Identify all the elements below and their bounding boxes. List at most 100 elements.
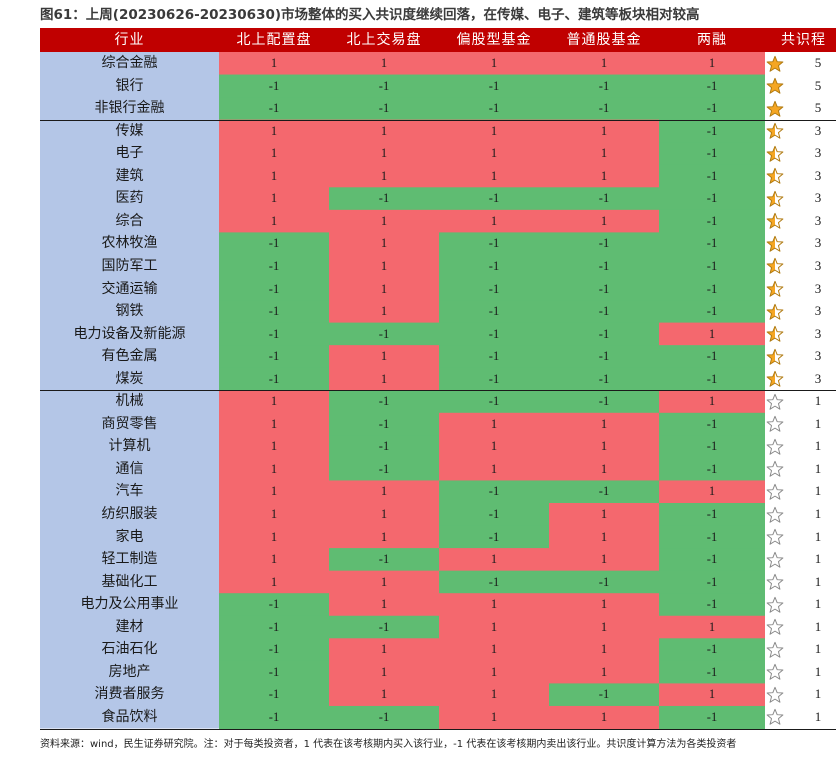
signal-value: 1 — [270, 552, 278, 567]
signal-value: -1 — [378, 191, 390, 206]
consensus-score: 1 — [814, 641, 822, 657]
industry-label: 纺织服装 — [101, 506, 158, 522]
star-half-icon — [766, 303, 784, 320]
buy-cell — [549, 119, 659, 143]
sell-cell — [439, 300, 549, 324]
buy-cell — [659, 52, 765, 76]
signal-value: -1 — [268, 236, 280, 251]
buy-cell — [439, 705, 549, 730]
group-separator — [40, 120, 836, 121]
signal-value: -1 — [598, 394, 610, 409]
signal-value: 1 — [490, 664, 498, 679]
consensus-score: 3 — [814, 212, 822, 228]
buy-cell — [329, 503, 439, 527]
sell-cell — [439, 503, 549, 527]
buy-cell — [439, 548, 549, 572]
signal-value: -1 — [378, 101, 390, 116]
industry-label: 轻工制造 — [101, 551, 158, 568]
signal-value: 1 — [708, 687, 716, 702]
industry-label: 交通运输 — [101, 280, 158, 297]
buy-cell — [439, 52, 549, 76]
consensus-score: 1 — [814, 663, 822, 679]
buy-cell — [549, 164, 659, 188]
column-header: 行业 — [114, 32, 145, 48]
buy-cell — [549, 593, 659, 617]
signal-value: -1 — [488, 101, 500, 116]
signal-value: -1 — [706, 709, 718, 724]
consensus-score: 1 — [814, 573, 822, 589]
signal-value: 1 — [600, 461, 608, 476]
signal-value: -1 — [706, 101, 718, 116]
star-empty-icon — [766, 506, 784, 523]
sell-cell — [329, 457, 439, 482]
signal-value: 1 — [270, 507, 278, 521]
star-empty-icon — [766, 619, 784, 635]
buy-cell — [329, 525, 439, 549]
buy-cell — [439, 119, 549, 143]
star-empty-icon — [766, 574, 784, 590]
buy-cell — [549, 209, 659, 233]
signal-value: 1 — [380, 664, 388, 679]
signal-value: 1 — [380, 146, 388, 161]
buy-cell — [549, 548, 659, 572]
signal-value: 1 — [380, 281, 388, 296]
consensus-score: 3 — [814, 280, 822, 296]
buy-cell — [549, 52, 659, 76]
buy-cell — [219, 435, 329, 459]
signal-value: -1 — [268, 101, 280, 116]
sell-cell — [329, 322, 439, 346]
star-half-icon — [766, 371, 784, 387]
sell-cell — [659, 457, 765, 482]
star-half-icon — [766, 325, 784, 342]
signal-value: -1 — [706, 529, 718, 544]
star-empty-icon — [766, 664, 784, 681]
signal-value: 1 — [270, 394, 278, 409]
industry-label: 石油石化 — [101, 641, 158, 658]
sell-cell — [219, 74, 329, 98]
signal-value: -1 — [598, 574, 610, 589]
signal-value: -1 — [598, 484, 610, 499]
star-half-icon — [766, 258, 784, 275]
signal-value: -1 — [268, 687, 280, 702]
star-half-icon — [766, 280, 784, 297]
signal-value: -1 — [268, 349, 280, 364]
buy-cell — [439, 435, 549, 459]
signal-value: -1 — [378, 78, 390, 93]
buy-cell — [329, 660, 439, 684]
sell-cell — [439, 345, 549, 369]
buy-cell — [329, 142, 439, 166]
group-separator — [40, 729, 836, 730]
sell-cell — [219, 705, 329, 730]
signal-value: 1 — [270, 461, 278, 476]
sell-cell — [659, 593, 765, 617]
sell-cell — [439, 254, 549, 279]
signal-value: 1 — [270, 168, 278, 183]
sell-cell — [549, 345, 659, 369]
buy-cell — [439, 683, 549, 707]
signal-value: 1 — [708, 326, 716, 341]
sell-cell — [439, 367, 549, 391]
signal-value: -1 — [488, 304, 500, 319]
buy-cell — [219, 412, 329, 436]
column-header: 共识程 — [781, 32, 826, 48]
star-half-icon — [766, 168, 784, 184]
sell-cell — [659, 119, 765, 143]
sell-cell — [549, 322, 659, 346]
signal-value: -1 — [706, 574, 718, 589]
signal-value: -1 — [378, 394, 390, 409]
sell-cell — [659, 367, 765, 391]
buy-cell — [549, 525, 659, 549]
signal-value: -1 — [488, 236, 500, 251]
sell-cell — [219, 638, 329, 662]
consensus-score: 1 — [814, 528, 822, 544]
buy-cell — [439, 660, 549, 684]
signal-value: -1 — [488, 281, 500, 296]
buy-cell — [659, 390, 765, 414]
buy-cell — [329, 232, 439, 256]
sell-cell — [329, 435, 439, 459]
consensus-score: 3 — [814, 167, 822, 183]
star-empty-icon — [766, 393, 784, 410]
industry-label: 非银行金融 — [94, 100, 165, 117]
column-header: 两融 — [697, 32, 727, 48]
